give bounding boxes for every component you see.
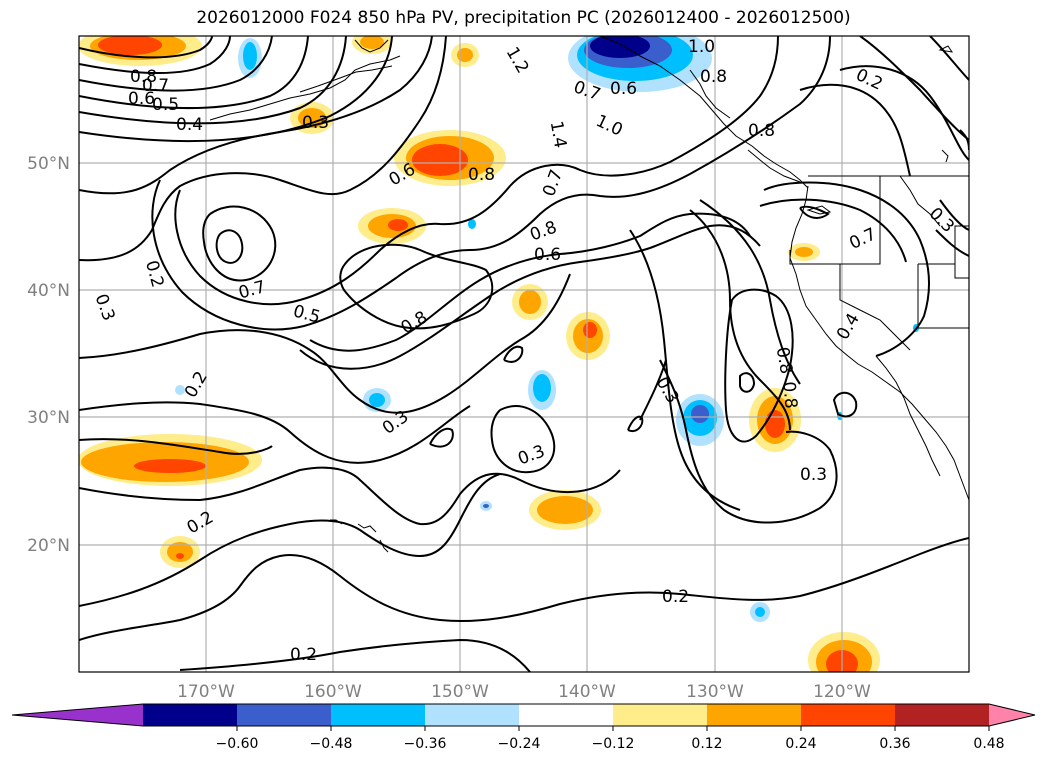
- map-frame: [78, 35, 970, 673]
- colorbar-tick-label: −0.36: [404, 736, 447, 752]
- colorbar-segment: [613, 704, 708, 726]
- colorbar-tick-label: 0.36: [879, 736, 910, 752]
- colorbar-tick-label: 0.24: [785, 736, 816, 752]
- colorbar-tick-label: −0.60: [216, 736, 259, 752]
- lat-labels: 50°N 40°N 30°N 20°N: [27, 154, 70, 556]
- contour-label: 0.6: [128, 89, 155, 109]
- colorbar-segment: [707, 704, 802, 726]
- colorbar-outline: [11, 703, 1036, 727]
- contour-label: 0.7: [142, 76, 169, 96]
- graticule: [79, 36, 969, 672]
- colorbar-segment: [331, 704, 426, 726]
- contour-label: 1.4: [546, 120, 570, 150]
- lon-labels: 170°W 160°W 150°W 140°W 130°W 120°W: [177, 682, 871, 702]
- lat-label: 20°N: [27, 536, 70, 556]
- contour-label: 0.2: [662, 587, 689, 607]
- lat-label: 30°N: [27, 408, 70, 428]
- pv-contours: [79, 36, 969, 672]
- contour-label: 0.4: [176, 115, 203, 135]
- colorbar-segment: [425, 704, 520, 726]
- contour-label: 0.8: [130, 67, 157, 87]
- colorbar-extend-low: [12, 704, 143, 726]
- contour-labels: 0.8 0.7 0.6 0.5 0.4 0.2 0.3 0.2 0.2 0.2 …: [91, 37, 959, 665]
- colorbar-segment: [895, 704, 990, 726]
- colorbar-segment: [143, 704, 238, 726]
- contour-label: 0.3: [302, 113, 329, 133]
- contour-label: 0.8: [778, 381, 800, 410]
- contour-label: 0.8: [468, 165, 495, 185]
- lon-label: 170°W: [177, 682, 235, 702]
- contour-label: 0.6: [534, 245, 561, 265]
- lon-label: 130°W: [686, 682, 744, 702]
- colorbar-tick-label: −0.24: [498, 736, 541, 752]
- contour-label: 0.6: [610, 79, 637, 99]
- map-title: 2026012000 F024 850 hPa PV, precipitatio…: [196, 8, 851, 28]
- colorbar-segment: [519, 704, 614, 726]
- precip-shading: [79, 36, 919, 672]
- contour-label: 0.5: [152, 95, 179, 115]
- colorbar-tick-label: 0.12: [691, 736, 722, 752]
- lon-label: 160°W: [304, 682, 362, 702]
- lat-label: 50°N: [27, 154, 70, 174]
- contour-label: 0.2: [290, 645, 317, 665]
- coastlines: [209, 36, 969, 553]
- lat-label: 40°N: [27, 281, 70, 301]
- contour-label: 0.8: [772, 346, 796, 376]
- contour-label: 1.0: [688, 37, 715, 57]
- contour-label: 0.3: [800, 465, 827, 485]
- lon-label: 140°W: [558, 682, 616, 702]
- colorbar-segment: [237, 704, 332, 726]
- colorbar-tick-label: 0.48: [973, 736, 1004, 752]
- lon-label: 150°W: [431, 682, 489, 702]
- map-area: 0.8 0.7 0.6 0.5 0.4 0.2 0.3 0.2 0.2 0.2 …: [79, 36, 969, 672]
- contour-label: 0.8: [700, 67, 727, 87]
- contour-label: 0.8: [748, 121, 775, 141]
- lon-label: 120°W: [813, 682, 871, 702]
- colorbar: −0.60 −0.48 −0.36 −0.24 −0.12 0.12 0.24 0.36 0.4…: [11, 703, 1036, 752]
- colorbar-extend-high: [989, 704, 1035, 726]
- colorbar-tick-label: −0.12: [592, 736, 635, 752]
- colorbar-segment: [801, 704, 896, 726]
- colorbar-tick-label: −0.48: [310, 736, 353, 752]
